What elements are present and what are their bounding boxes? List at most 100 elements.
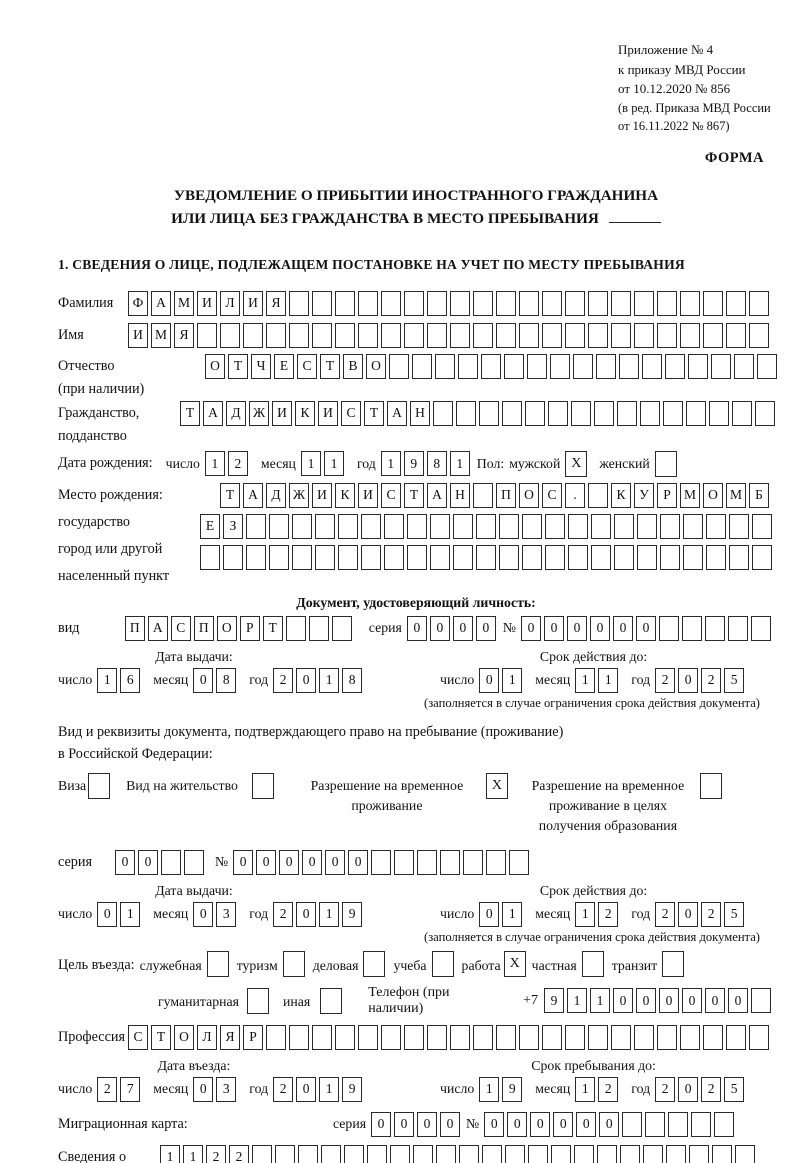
business-checkbox[interactable] (363, 950, 386, 977)
char-box[interactable]: 1 (575, 667, 596, 693)
char-box[interactable] (312, 290, 332, 316)
char-box[interactable] (519, 1024, 539, 1050)
char-box[interactable] (660, 513, 680, 539)
char-box[interactable] (486, 849, 507, 875)
char-box[interactable]: 2 (229, 1144, 249, 1163)
work-checkbox[interactable]: X (503, 950, 526, 977)
char-box[interactable]: 0 (417, 1111, 438, 1137)
char-box[interactable] (565, 322, 585, 348)
char-box[interactable] (703, 322, 723, 348)
char-box[interactable]: И (128, 322, 148, 348)
char-box[interactable]: О (366, 353, 386, 379)
char-box[interactable] (643, 1144, 663, 1163)
char-box[interactable]: 1 (319, 1076, 340, 1102)
char-box[interactable]: А (151, 290, 171, 316)
char-box[interactable] (588, 1024, 608, 1050)
char-box[interactable] (749, 1024, 769, 1050)
char-box[interactable] (473, 322, 493, 348)
char-box[interactable] (611, 290, 631, 316)
char-box[interactable] (331, 615, 352, 641)
char-box[interactable] (752, 513, 772, 539)
char-box[interactable] (712, 1144, 732, 1163)
char-box[interactable] (298, 1144, 318, 1163)
char-box[interactable]: С (542, 482, 562, 508)
char-box[interactable] (335, 1024, 355, 1050)
char-box[interactable] (755, 400, 775, 426)
char-box[interactable]: 1 (204, 451, 225, 477)
char-box[interactable] (568, 544, 588, 570)
char-box[interactable] (666, 1144, 686, 1163)
char-box[interactable] (591, 513, 611, 539)
char-box[interactable] (634, 1024, 654, 1050)
char-box[interactable] (614, 544, 634, 570)
char-box[interactable] (622, 1111, 643, 1137)
char-box[interactable] (292, 544, 312, 570)
char-box[interactable] (729, 513, 749, 539)
char-box[interactable] (499, 544, 519, 570)
char-box[interactable]: О (205, 353, 225, 379)
char-box[interactable]: 2 (701, 1076, 722, 1102)
char-box[interactable]: 0 (325, 849, 346, 875)
char-box[interactable] (574, 1144, 594, 1163)
char-box[interactable] (637, 544, 657, 570)
char-box[interactable]: 0 (475, 615, 496, 641)
char-box[interactable] (668, 1111, 689, 1137)
char-box[interactable]: 1 (319, 667, 340, 693)
char-box[interactable]: И (358, 482, 378, 508)
char-box[interactable] (634, 322, 654, 348)
char-box[interactable]: Л (197, 1024, 217, 1050)
char-box[interactable] (289, 290, 309, 316)
char-box[interactable]: П (124, 615, 145, 641)
char-box[interactable] (683, 513, 703, 539)
char-box[interactable]: 1 (502, 901, 523, 927)
char-box[interactable] (358, 322, 378, 348)
char-box[interactable] (499, 513, 519, 539)
char-box[interactable] (594, 400, 614, 426)
char-box[interactable]: 2 (598, 901, 619, 927)
char-box[interactable] (611, 1024, 631, 1050)
char-box[interactable] (709, 400, 729, 426)
char-box[interactable]: 2 (227, 451, 248, 477)
char-box[interactable] (335, 322, 355, 348)
char-box[interactable]: З (223, 513, 243, 539)
char-box[interactable] (417, 849, 438, 875)
char-box[interactable]: 0 (553, 1111, 574, 1137)
char-box[interactable] (657, 290, 677, 316)
char-box[interactable] (527, 353, 547, 379)
char-box[interactable]: Я (220, 1024, 240, 1050)
char-box[interactable]: С (128, 1024, 148, 1050)
char-box[interactable] (548, 400, 568, 426)
char-box[interactable]: 1 (575, 901, 596, 927)
char-box[interactable] (315, 513, 335, 539)
char-box[interactable] (735, 1144, 755, 1163)
char-box[interactable] (456, 400, 476, 426)
char-box[interactable]: С (381, 482, 401, 508)
char-box[interactable]: 9 (544, 988, 564, 1014)
char-box[interactable] (361, 513, 381, 539)
char-box[interactable]: К (295, 400, 315, 426)
char-box[interactable]: 2 (598, 1076, 619, 1102)
char-box[interactable]: К (335, 482, 355, 508)
char-box[interactable]: В (343, 353, 363, 379)
char-box[interactable] (519, 290, 539, 316)
char-box[interactable] (691, 1111, 712, 1137)
char-box[interactable] (686, 400, 706, 426)
char-box[interactable]: 0 (678, 901, 699, 927)
char-box[interactable]: 0 (599, 1111, 620, 1137)
sex-female-checkbox[interactable] (654, 450, 677, 477)
char-box[interactable] (246, 513, 266, 539)
char-box[interactable]: 0 (678, 667, 699, 693)
char-box[interactable] (545, 544, 565, 570)
char-box[interactable] (200, 544, 220, 570)
char-box[interactable]: 0 (233, 849, 254, 875)
char-box[interactable]: И (318, 400, 338, 426)
char-box[interactable]: 8 (216, 667, 237, 693)
char-box[interactable]: 0 (348, 849, 369, 875)
char-box[interactable] (726, 1024, 746, 1050)
char-box[interactable] (450, 322, 470, 348)
char-box[interactable]: 0 (429, 615, 450, 641)
char-box[interactable]: Т (404, 482, 424, 508)
char-box[interactable] (404, 322, 424, 348)
char-box[interactable] (519, 322, 539, 348)
char-box[interactable]: 0 (302, 849, 323, 875)
